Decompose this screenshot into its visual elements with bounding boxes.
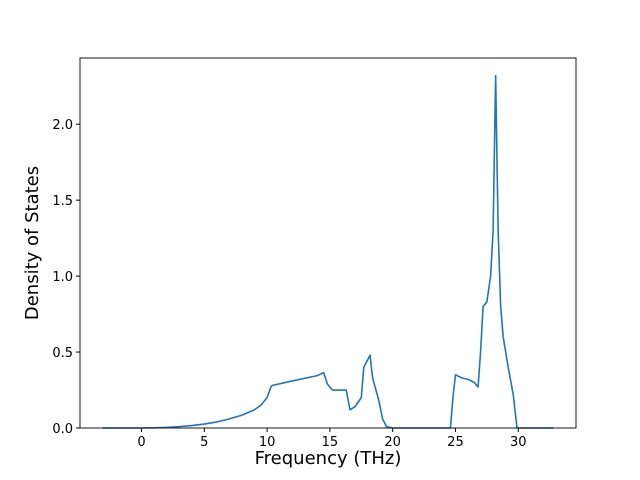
y-tick-label: 1.5 bbox=[52, 194, 73, 209]
x-tick-label: 10 bbox=[259, 435, 276, 450]
x-tick-label: 5 bbox=[200, 435, 208, 450]
y-axis-label: Density of States bbox=[22, 166, 43, 320]
y-tick-label: 0.0 bbox=[52, 422, 73, 437]
x-tick-label: 25 bbox=[447, 435, 464, 450]
line-series bbox=[102, 74, 554, 429]
y-tick-label: 2.0 bbox=[52, 118, 73, 133]
x-tick-label: 0 bbox=[137, 435, 145, 450]
x-tick-label: 20 bbox=[384, 435, 401, 450]
y-tick-label: 0.5 bbox=[52, 346, 73, 361]
y-tick-label: 1.0 bbox=[52, 270, 73, 285]
x-axis-label: Frequency (THz) bbox=[255, 448, 402, 469]
x-tick-label: 15 bbox=[322, 435, 339, 450]
plot-frame bbox=[79, 57, 577, 429]
x-tick-label: 30 bbox=[510, 435, 527, 450]
